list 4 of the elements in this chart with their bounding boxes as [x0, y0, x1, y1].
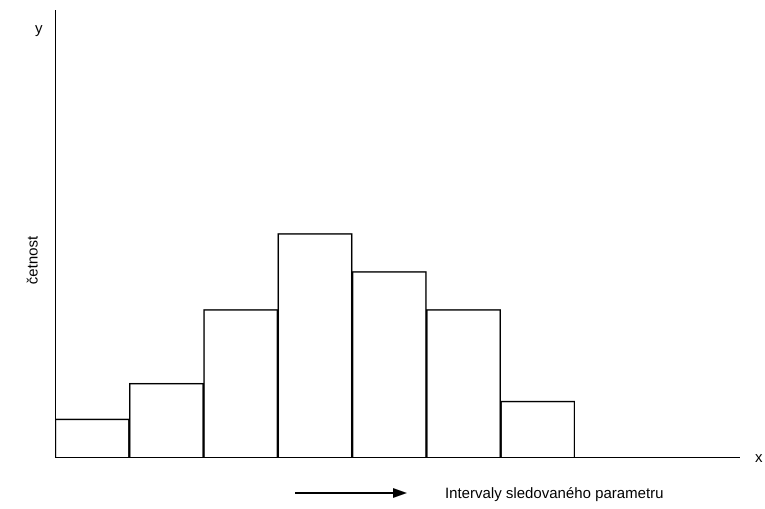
y-axis-title: četnost: [24, 236, 42, 284]
text: y: [35, 20, 42, 37]
x-axis-title: Intervaly sledovaného parametru: [445, 485, 664, 502]
text: x: [755, 449, 762, 466]
